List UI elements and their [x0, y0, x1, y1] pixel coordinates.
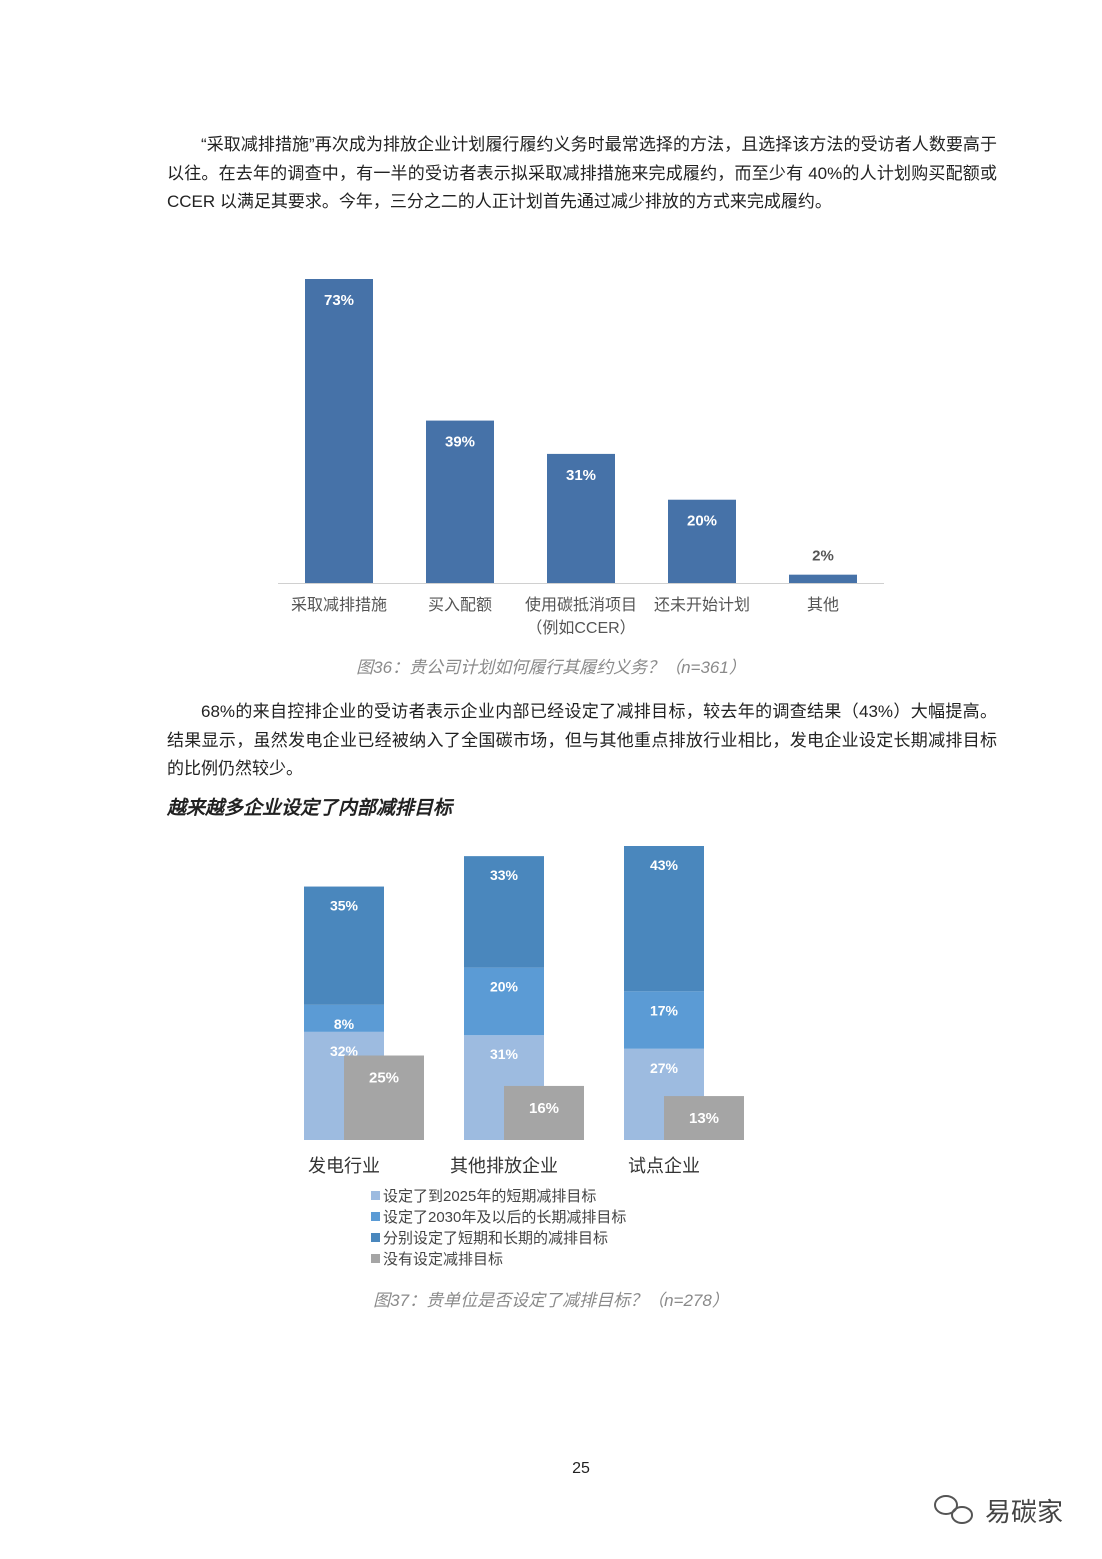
- data-label: 73%: [324, 292, 354, 309]
- bar-segment: [624, 991, 704, 1049]
- data-label: 8%: [334, 1016, 355, 1032]
- legend-swatch: [371, 1191, 380, 1200]
- legend-swatch: [371, 1233, 380, 1242]
- x-tick-label: 发电行业: [308, 1156, 380, 1176]
- x-tick-label: 其他排放企业: [450, 1156, 558, 1176]
- bar: [668, 499, 736, 583]
- bar-segment: [624, 846, 704, 992]
- data-label: 43%: [650, 857, 679, 873]
- bar: [305, 279, 373, 583]
- x-tick-label: 买入配额: [428, 596, 492, 614]
- bar-segment: [304, 1004, 384, 1032]
- data-label: 31%: [490, 1046, 519, 1062]
- data-label: 20%: [490, 979, 519, 995]
- legend-label: 没有设定减排目标: [383, 1251, 503, 1268]
- bar: [344, 1055, 424, 1140]
- bar-segment: [464, 856, 544, 968]
- data-label: 39%: [445, 434, 475, 451]
- legend-swatch: [371, 1254, 380, 1263]
- data-label: 20%: [687, 513, 717, 530]
- paragraph: “采取减排措施”再次成为排放企业计划履行履约义务时最常选择的方法，且选择该方法的…: [167, 135, 997, 211]
- figure-caption: 图37：贵单位是否设定了减排目标？（n=278）: [373, 1291, 729, 1310]
- bar: [547, 453, 615, 583]
- bar: [789, 574, 857, 583]
- data-label: 33%: [490, 867, 519, 883]
- data-label: 27%: [650, 1060, 679, 1076]
- data-label: 13%: [689, 1110, 719, 1127]
- paragraph: 68%的来自控排企业的受访者表示企业内部已经设定了减排目标，较去年的调查结果（4…: [167, 702, 997, 778]
- x-tick-label: 其他: [807, 596, 839, 614]
- legend-swatch: [371, 1212, 380, 1221]
- x-tick-label: 还未开始计划: [654, 596, 750, 614]
- section-title: 越来越多企业设定了内部减排目标: [167, 798, 453, 819]
- x-tick-label: 采取减排措施: [291, 596, 387, 614]
- data-label: 17%: [650, 1002, 679, 1018]
- legend-label: 设定了到2025年的短期减排目标: [383, 1188, 596, 1205]
- data-label: 2%: [812, 548, 834, 565]
- bar: [664, 1096, 744, 1140]
- x-tick-label: 试点企业: [628, 1156, 700, 1176]
- bar: [426, 420, 494, 583]
- figure-caption: 图36：贵公司计划如何履行其履约义务？（n=361）: [356, 658, 746, 677]
- x-tick-label: 使用碳抵消项目（例如CCER）: [525, 596, 637, 637]
- data-label: 16%: [529, 1100, 559, 1117]
- bar-segment: [304, 886, 384, 1005]
- page-number: 25: [572, 1460, 590, 1477]
- bar: [504, 1085, 584, 1140]
- watermark: 易碳家: [985, 1497, 1064, 1527]
- bar-segment: [464, 967, 544, 1036]
- data-label: 32%: [330, 1043, 359, 1059]
- legend-label: 设定了2030年及以后的长期减排目标: [383, 1209, 626, 1226]
- wechat-icon: [934, 1495, 973, 1524]
- data-label: 31%: [566, 467, 596, 484]
- legend-label: 分别设定了短期和长期的减排目标: [383, 1230, 608, 1247]
- data-label: 25%: [369, 1070, 399, 1087]
- data-label: 35%: [330, 898, 359, 914]
